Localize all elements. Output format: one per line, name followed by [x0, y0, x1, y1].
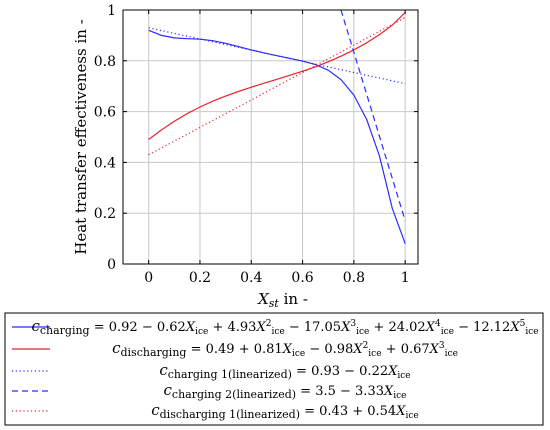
legend-formula-part: ice: [397, 371, 410, 381]
legend-formula-part: ice: [271, 327, 284, 337]
x-tick-label: 0: [144, 270, 153, 286]
legend-formula-part: 4: [435, 319, 441, 329]
legend-formula-part: X: [282, 342, 293, 357]
legend-formula-part: − 17.05: [285, 320, 341, 335]
legend-formula-part: ice: [405, 411, 418, 421]
legend-formula-part: X: [429, 342, 440, 357]
legend-formula-part: − 0.98: [305, 342, 353, 357]
legend-formula-part: = 0.93 − 0.22: [292, 364, 388, 379]
legend-formula-part: ice: [445, 349, 458, 359]
x-tick-label: 0.6: [291, 270, 313, 286]
legend-subscript: charging 2(linearized): [172, 388, 296, 401]
legend-formula-part: X: [185, 320, 196, 335]
series-line-0: [148, 29, 406, 244]
legend-entry-4: cdischarging 1(linearized) = 0.43 + 0.54…: [151, 401, 418, 421]
series-line-3: [340, 9, 406, 221]
legend-formula-part: ice: [356, 327, 369, 337]
legend-formula-part: = 0.92 − 0.62: [90, 320, 186, 335]
legend-symbol: c: [164, 381, 173, 399]
x-tick-label: 1: [401, 270, 410, 286]
ticks: 0 0.2 0.4 0.6 0.8 1 0 0.2 0.4 0.6 0.8 1: [94, 3, 418, 286]
legend-formula-part: = 0.43 + 0.54: [300, 404, 396, 419]
y-tick-label: 0.2: [94, 206, 116, 222]
legend-formula-part: 3: [350, 319, 356, 329]
legend-formula-part: X: [383, 384, 394, 399]
legend-formula-part: = 3.5 − 3.33: [296, 384, 384, 399]
legend-formula-part: X: [425, 320, 436, 335]
legend-symbol: c: [31, 317, 40, 335]
x-tick-label: 0.4: [240, 270, 262, 286]
legend-formula-part: ice: [368, 349, 381, 359]
legend-formula-part: 3: [439, 341, 445, 351]
legend-entry-1: cdischarging = 0.49 + 0.81Xice − 0.98X2i…: [112, 339, 458, 359]
y-tick-label: 0: [107, 257, 116, 273]
legend-formula-part: + 4.93: [208, 320, 256, 335]
grid: [123, 9, 418, 265]
legend: ccharging = 0.92 − 0.62Xice + 4.93X2ice …: [12, 317, 539, 421]
legend-formula-part: ice: [441, 327, 454, 337]
x-tick-label: 0.2: [189, 270, 211, 286]
legend-entry-3: ccharging 2(linearized) = 3.5 − 3.33Xice: [164, 381, 407, 401]
y-tick-label: 0.8: [94, 54, 116, 70]
legend-formula-part: X: [387, 364, 398, 379]
legend-formula-part: − 12.12: [454, 320, 510, 335]
legend-subscript: charging: [40, 324, 90, 337]
legend-formula-part: X: [340, 320, 351, 335]
legend-box: [4, 312, 544, 426]
series-line-1: [148, 12, 406, 140]
legend-formula-part: ice: [195, 327, 208, 337]
y-axis-label: Heat transfer effectiveness in -: [72, 19, 90, 255]
legend-formula-part: X: [352, 342, 363, 357]
legend-formula-part: 5: [520, 319, 526, 329]
legend-symbol: c: [151, 401, 160, 419]
plot-frame: [122, 9, 419, 265]
legend-formula-part: X: [395, 404, 406, 419]
legend-formula-part: + 0.67: [382, 342, 430, 357]
series-layer: [148, 9, 406, 244]
legend-formula-part: ice: [525, 327, 538, 337]
y-tick-label: 1: [107, 3, 116, 19]
legend-formula-part: X: [255, 320, 266, 335]
legend-subscript: charging 1(linearized): [168, 368, 292, 381]
legend-subscript: discharging: [121, 346, 187, 359]
legend-formula-part: = 0.49 + 0.81: [186, 342, 282, 357]
x-axis-label: Xst in -: [257, 290, 308, 310]
series-line-4: [148, 17, 406, 156]
x-tick-label: 0.8: [343, 270, 365, 286]
legend-formula-part: ice: [393, 391, 406, 401]
legend-formula-part: + 24.02: [369, 320, 425, 335]
legend-formula-part: 2: [363, 341, 369, 351]
legend-formula-part: 2: [266, 319, 272, 329]
legend-formula-part: X: [509, 320, 520, 335]
legend-entry-2: ccharging 1(linearized) = 0.93 − 0.22Xic…: [159, 361, 410, 381]
y-tick-label: 0.6: [94, 105, 116, 121]
y-tick-label: 0.4: [94, 155, 116, 171]
legend-symbol: c: [112, 339, 121, 357]
legend-symbol: c: [159, 361, 168, 379]
legend-entry-0: ccharging = 0.92 − 0.62Xice + 4.93X2ice …: [31, 317, 538, 337]
legend-formula-part: ice: [292, 349, 305, 359]
legend-subscript: discharging 1(linearized): [160, 408, 300, 421]
